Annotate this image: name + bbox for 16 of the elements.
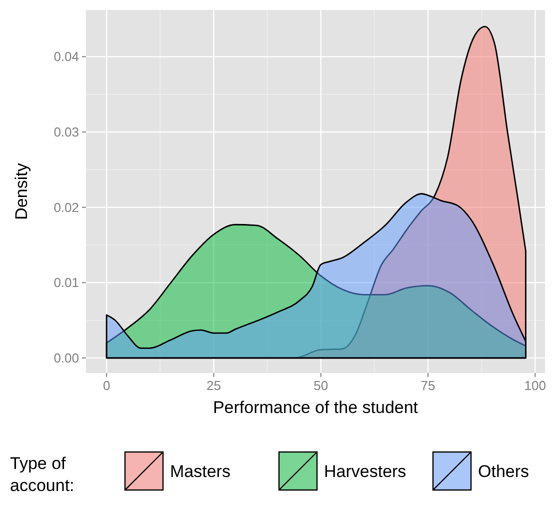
y-tick-label: 0.03 [54,124,79,140]
y-axis-title: Density [12,162,31,220]
x-axis-title: Performance of the student [212,398,418,417]
x-tick-label: 25 [206,378,221,393]
x-tick-label: 0 [102,378,110,393]
x-tick-label: 50 [314,378,328,393]
legend-label: Harvesters [324,462,406,481]
y-tick-label: 0.04 [54,49,79,64]
y-tick-label: 0.01 [54,275,79,290]
x-tick-label: 100 [524,378,546,393]
y-tick-label: 0.02 [54,200,79,215]
x-tick-label: 75 [420,378,436,393]
legend-title: Type of account: [10,454,74,495]
y-tick-label: 0.00 [54,350,79,366]
legend-label: Masters [170,462,230,481]
legend-label: Others [478,462,530,481]
